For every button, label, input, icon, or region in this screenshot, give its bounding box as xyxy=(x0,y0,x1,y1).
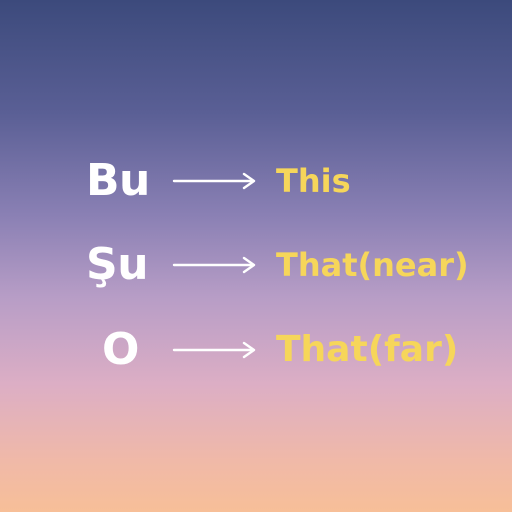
english-meaning: That(far) xyxy=(276,329,459,370)
turkish-word: Şu xyxy=(86,239,149,290)
pronoun-row-bu: Bu This xyxy=(0,146,512,216)
right-arrow-icon xyxy=(172,256,256,274)
pronoun-row-o: O That(far) xyxy=(0,315,512,385)
pronoun-row-su: Şu That(near) xyxy=(0,230,512,300)
english-meaning: That(near) xyxy=(276,246,469,284)
english-meaning: This xyxy=(276,162,351,200)
right-arrow-icon xyxy=(172,341,256,359)
turkish-word: O xyxy=(102,324,139,375)
right-arrow-icon xyxy=(172,172,256,190)
turkish-word: Bu xyxy=(86,155,150,206)
